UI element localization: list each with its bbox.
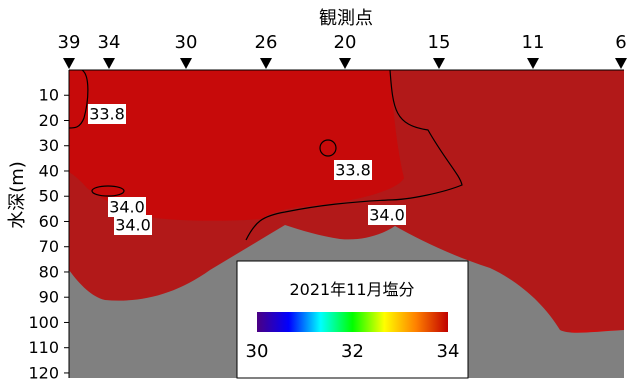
station-axis: 39 34 30 26 20 15 11 6 (58, 32, 627, 69)
colorbar-gradient-bar (257, 312, 448, 332)
salinity-contour-line (69, 70, 89, 129)
contour-label: 34.0 (369, 206, 405, 225)
colorbar-tick-label: 30 (246, 341, 269, 362)
station-marker-icon (339, 58, 351, 69)
depth-tick-label: 40 (39, 161, 59, 180)
y-axis-label: 水深(m) (7, 161, 28, 229)
station-marker-icon (63, 58, 75, 69)
contour-label-box (368, 205, 406, 225)
depth-tick-label: 70 (39, 237, 59, 256)
contour-label: 34.0 (109, 198, 145, 217)
contour-label-box (88, 104, 126, 124)
depth-tick-label: 120 (28, 363, 59, 382)
salinity-contour-ellipse (91, 185, 125, 197)
station-label: 6 (615, 32, 626, 53)
contour-label: 33.8 (335, 161, 371, 180)
colorbar-legend: 2021年11月塩分 30 32 34 (236, 260, 469, 379)
station-label: 26 (255, 32, 278, 53)
chart-title: 観測点 (319, 8, 373, 29)
depth-axis: 10 20 30 40 50 60 70 80 90 100 110 120 (28, 86, 69, 382)
station-label: 11 (522, 32, 545, 53)
contour-label: 33.8 (89, 105, 125, 124)
station-label: 34 (98, 32, 121, 53)
contour-label: 34.0 (115, 216, 151, 235)
contour-label-box (114, 215, 152, 235)
colorbar-ticks: 30 32 34 (246, 341, 460, 362)
colorbar-tick-label: 32 (341, 341, 364, 362)
depth-tick-label: 20 (39, 111, 59, 130)
depth-tick-label: 60 (39, 212, 59, 231)
depth-tick-label: 50 (39, 187, 59, 206)
colorbar-title: 2021年11月塩分 (289, 280, 414, 299)
station-marker-icon (433, 58, 445, 69)
depth-tick-label: 90 (39, 288, 59, 307)
salinity-contour-circle (319, 139, 337, 157)
station-marker-icon (180, 58, 192, 69)
depth-tick-label: 80 (39, 262, 59, 281)
contour-label-box (108, 197, 146, 217)
colorbar-tick-label: 34 (437, 341, 460, 362)
station-label: 39 (58, 32, 81, 53)
contour-label-box (334, 160, 372, 180)
station-marker-icon (260, 58, 272, 69)
depth-tick-label: 100 (28, 313, 59, 332)
station-label: 15 (428, 32, 451, 53)
contour-labels: 33.833.834.034.034.0 (88, 104, 406, 235)
salinity-upper-band (69, 70, 404, 221)
station-label: 30 (175, 32, 198, 53)
station-marker-icon (615, 58, 627, 69)
depth-tick-label: 10 (39, 86, 59, 105)
station-marker-icon (103, 58, 115, 69)
depth-tick-label: 110 (28, 338, 59, 357)
salinity-contour-line (245, 70, 463, 241)
station-label: 20 (334, 32, 357, 53)
depth-tick-label: 30 (39, 136, 59, 155)
station-marker-icon (527, 58, 539, 69)
